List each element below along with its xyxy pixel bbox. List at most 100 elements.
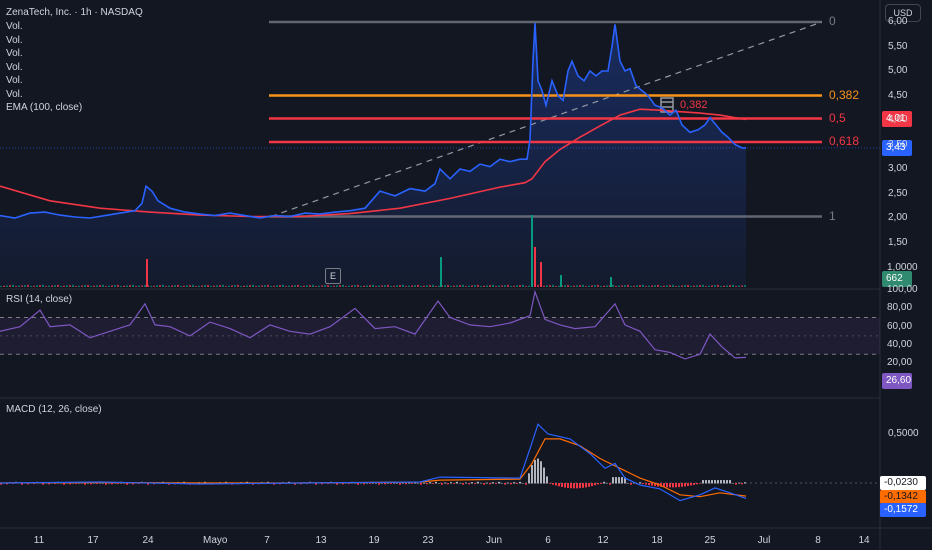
time-axis-label: 8 [815,535,821,546]
macd-histogram-bar [645,483,647,485]
volume-bar [132,284,134,287]
macd-histogram-bar [708,480,710,484]
volume-bar [681,285,683,287]
volume-bar [384,285,386,287]
macd-histogram-bar [384,483,386,485]
macd-histogram-bar [321,483,323,485]
volume-bar [66,285,68,287]
macd-pane-title: MACD (12, 26, close) [6,404,102,415]
volume-bar [54,285,56,287]
macd-histogram-bar [627,483,629,484]
macd-histogram-bar [597,483,599,485]
macd-histogram-bar [471,482,473,484]
macd-badge-bg [880,490,926,504]
volume-legend-label: Vol. [6,34,23,46]
volume-legend-label: Vol. [6,61,23,73]
fib-level-label: 0,618 [829,134,860,149]
macd-histogram-bar [741,483,743,485]
volume-bar [423,285,425,287]
volume-legend-label: Vol. [6,88,23,100]
macd-histogram-bar [507,482,509,484]
macd-histogram-bar [639,482,641,484]
volume-bar [99,285,101,287]
volume-bar [600,286,602,287]
volume-bar [177,284,179,287]
volume-bar [624,285,626,287]
volume-bar [378,285,380,287]
volume-bar [150,286,152,287]
volume-bar [420,286,422,287]
fib-overlap-label: 0,382 [680,99,708,111]
volume-bar [159,285,161,287]
volume-bar [501,285,503,287]
macd-histogram-bar [441,483,443,485]
volume-bar [75,286,77,287]
macd-histogram-bar [375,483,377,484]
volume-bar [417,284,419,287]
macd-histogram-bar [555,483,557,486]
volume-bar [429,285,431,287]
volume-bar [165,286,167,287]
volume-bar [105,286,107,287]
volume-bar [117,284,119,287]
price-axis-tick: 4,50 [888,89,908,101]
earnings-marker[interactable]: E [325,268,341,284]
macd-histogram-bar [81,483,83,484]
last-price-badge-bg [882,140,912,156]
volume-bar [24,285,26,287]
volume-bar [351,285,353,287]
volume-bar [315,286,317,287]
rsi-line [0,289,747,360]
volume-bar [477,284,479,287]
macd-histogram-bar [417,483,419,484]
rsi-axis-tick: 80,00 [887,302,913,314]
macd-histogram-bar [705,480,707,484]
macd-signal-line [0,438,747,498]
volume-bar [297,284,299,287]
macd-badge-bg [880,476,926,490]
volume-bar [426,285,428,287]
fib-level-label: 0 [829,14,836,28]
macd-histogram-bar [63,483,65,485]
macd-histogram-bar [465,482,467,484]
volume-bar [591,285,593,287]
macd-histogram-bar [501,483,503,484]
macd-histogram-bar [462,483,464,485]
macd-histogram-bar [600,483,602,484]
macd-histogram-bar [96,483,98,484]
volume-bar [555,286,557,287]
price-axis-tick: 6,00 [888,16,908,27]
macd-histogram-bar [90,483,92,485]
macd-histogram-bar [573,483,575,489]
volume-bar [432,284,434,287]
price-line [0,22,746,219]
volume-bar [435,286,437,287]
time-axis-label: 12 [597,535,609,546]
volume-bar [540,262,542,287]
volume-bar [93,285,95,287]
volume-bar [348,285,350,287]
volume-bar [51,285,53,287]
price-axis-tick: 1,0000 [887,262,918,273]
volume-bar [222,284,224,287]
volume-bar [264,285,266,287]
volume-bar [393,285,395,287]
macd-histogram-bar [576,483,578,489]
volume-bar [408,285,410,287]
macd-histogram-bar [423,482,425,484]
time-axis-label: 11 [33,535,45,546]
volume-bar [249,285,251,287]
volume-bar [189,285,191,287]
macd-histogram-bar [582,483,584,488]
macd-histogram-bar [570,483,572,489]
volume-bar [744,285,746,287]
volume-bar [492,284,494,287]
volume-bar [180,286,182,287]
volume-bar [495,286,497,287]
volume-bar [324,285,326,287]
macd-histogram-bar [84,483,86,485]
volume-bar [405,286,407,287]
currency-button[interactable]: USD [885,4,921,22]
macd-histogram-bar [381,482,383,484]
